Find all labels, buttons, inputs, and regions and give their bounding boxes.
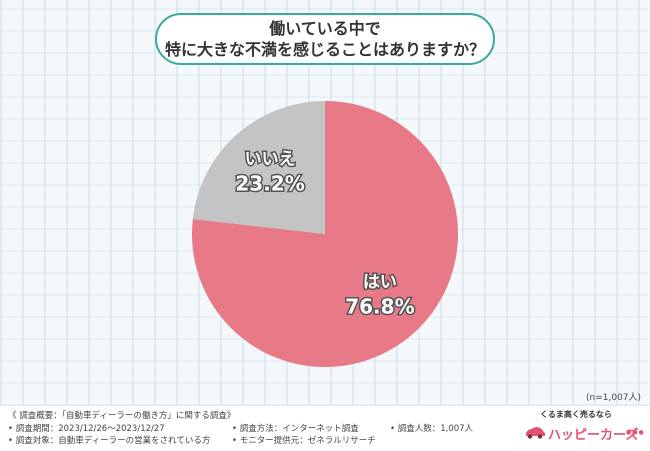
survey-count: • 調査人数：1,007人 (390, 424, 474, 434)
slice-label-0: はい (363, 273, 397, 293)
sample-size-label: (n=1,007人) (586, 393, 642, 403)
slice-label-1: いいえ (245, 149, 296, 169)
happy-cars-logo: くるま高く売るなら ハッピーカーズ ●●● (522, 407, 646, 447)
survey-provider: • モニター提供元：ゼネラルリサーチ (232, 436, 376, 446)
survey-method: • 調査方法：インターネット調査 (232, 424, 359, 434)
survey-period: • 調査期間：2023/12/26～2023/12/27 (8, 424, 165, 434)
survey-target: • 調査対象：自動車ディーラーの営業をされている方 (8, 436, 211, 446)
survey-overview: 《 調査概要：「自動車ディーラーの働き方」に関する調査》 (8, 411, 236, 421)
survey-footer: 《 調査概要：「自動車ディーラーの働き方」に関する調査》 • 調査期間：2023… (0, 405, 650, 451)
car-icon (526, 427, 545, 439)
logo-tagline: くるま高く売るなら (540, 410, 612, 419)
slice-value-1: 23.2% (235, 171, 304, 195)
chart-title-line-2: 特に大きな不満を感じることはありますか？ (164, 40, 485, 59)
chart-title-box: 働いている中で 特に大きな不満を感じることはありますか？ (155, 13, 495, 65)
chart-title-line-1: 働いている中で (269, 19, 381, 38)
logo-dots: ●●● (626, 429, 645, 436)
slice-value-0: 76.8% (345, 295, 414, 319)
logo-name: ハッピーカーズ (548, 428, 639, 443)
pie-slice-1 (192, 100, 325, 234)
